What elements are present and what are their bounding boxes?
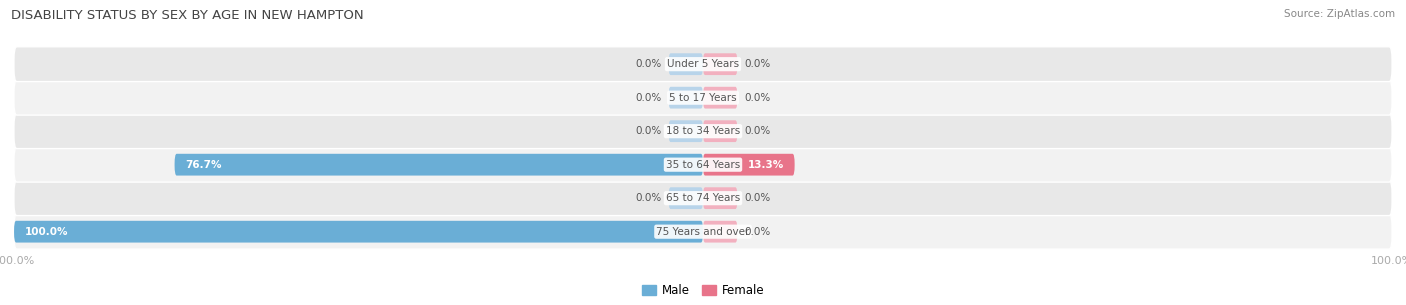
- Text: 5 to 17 Years: 5 to 17 Years: [669, 93, 737, 103]
- Text: 0.0%: 0.0%: [744, 59, 770, 69]
- Text: Under 5 Years: Under 5 Years: [666, 59, 740, 69]
- FancyBboxPatch shape: [703, 187, 738, 209]
- FancyBboxPatch shape: [669, 53, 703, 75]
- Text: 13.3%: 13.3%: [748, 160, 785, 170]
- Text: 0.0%: 0.0%: [636, 93, 662, 103]
- FancyBboxPatch shape: [703, 87, 738, 109]
- Text: DISABILITY STATUS BY SEX BY AGE IN NEW HAMPTON: DISABILITY STATUS BY SEX BY AGE IN NEW H…: [11, 9, 364, 22]
- Text: 0.0%: 0.0%: [744, 93, 770, 103]
- FancyBboxPatch shape: [669, 120, 703, 142]
- Text: 0.0%: 0.0%: [636, 193, 662, 203]
- FancyBboxPatch shape: [14, 114, 1392, 149]
- FancyBboxPatch shape: [14, 80, 1392, 115]
- Text: 76.7%: 76.7%: [186, 160, 221, 170]
- FancyBboxPatch shape: [703, 221, 738, 242]
- Text: 0.0%: 0.0%: [636, 126, 662, 136]
- FancyBboxPatch shape: [14, 214, 1392, 249]
- Text: 0.0%: 0.0%: [744, 193, 770, 203]
- Text: 0.0%: 0.0%: [636, 59, 662, 69]
- FancyBboxPatch shape: [14, 181, 1392, 216]
- Legend: Male, Female: Male, Female: [637, 279, 769, 301]
- Text: Source: ZipAtlas.com: Source: ZipAtlas.com: [1284, 9, 1395, 19]
- FancyBboxPatch shape: [703, 120, 738, 142]
- FancyBboxPatch shape: [14, 147, 1392, 182]
- Text: 35 to 64 Years: 35 to 64 Years: [666, 160, 740, 170]
- Text: 0.0%: 0.0%: [744, 227, 770, 237]
- Text: 100.0%: 100.0%: [24, 227, 67, 237]
- FancyBboxPatch shape: [174, 154, 703, 176]
- FancyBboxPatch shape: [669, 187, 703, 209]
- Text: 0.0%: 0.0%: [744, 126, 770, 136]
- Text: 75 Years and over: 75 Years and over: [657, 227, 749, 237]
- Text: 18 to 34 Years: 18 to 34 Years: [666, 126, 740, 136]
- FancyBboxPatch shape: [703, 154, 794, 176]
- Text: 65 to 74 Years: 65 to 74 Years: [666, 193, 740, 203]
- FancyBboxPatch shape: [669, 87, 703, 109]
- FancyBboxPatch shape: [14, 221, 703, 242]
- FancyBboxPatch shape: [703, 53, 738, 75]
- FancyBboxPatch shape: [14, 47, 1392, 82]
